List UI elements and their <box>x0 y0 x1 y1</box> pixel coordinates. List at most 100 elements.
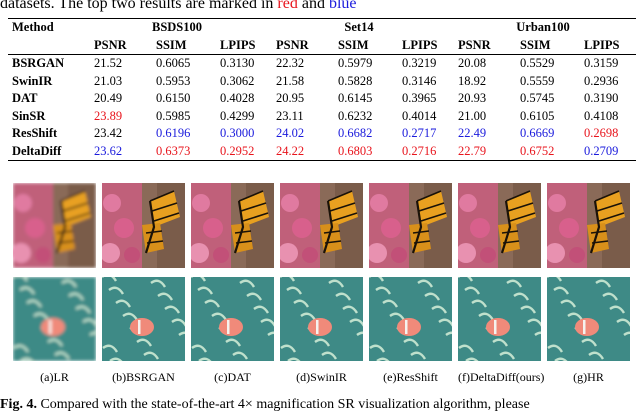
metric-header: LPIPS <box>402 37 438 52</box>
butterfly-image <box>102 183 185 268</box>
value-cell: 0.6752 <box>520 143 555 158</box>
figure-label: (b)BSRGAN <box>112 370 175 384</box>
butterfly-row <box>13 183 637 268</box>
clownfish-image <box>191 277 274 361</box>
value-cell: 0.2717 <box>402 126 437 141</box>
method-cell: DAT <box>12 91 38 106</box>
clownfish-image <box>369 277 452 361</box>
method-header: Method <box>12 20 54 35</box>
caption-top-mid: and <box>297 0 329 12</box>
butterfly-image <box>191 183 274 268</box>
value-cell: 0.2709 <box>584 143 619 158</box>
value-cell: 0.5953 <box>156 73 191 88</box>
value-cell: 0.3219 <box>402 56 437 71</box>
value-cell: 0.2716 <box>402 143 437 158</box>
caption-bottom-text: Compared with the state-of-the-art 4× ma… <box>36 398 530 412</box>
figure-labels: (a)LR (b)BSRGAN (c)DAT (d)SwinIR (e)ResS… <box>13 370 637 385</box>
value-cell: 0.6373 <box>156 143 191 158</box>
method-cell: BSRGAN <box>12 56 65 71</box>
value-cell: 22.32 <box>276 56 305 71</box>
value-cell: 21.00 <box>458 108 487 123</box>
table-group-header: Method BSDS100 Set14 Urban100 <box>8 18 636 37</box>
value-cell: 0.6682 <box>338 126 373 141</box>
value-cell: 0.5985 <box>156 108 191 123</box>
group-set14: Set14 <box>344 20 374 35</box>
value-cell: 22.79 <box>458 143 487 158</box>
value-cell: 0.4028 <box>220 91 255 106</box>
value-cell: 0.3965 <box>402 91 437 106</box>
value-cell: 20.08 <box>458 56 487 71</box>
value-cell: 20.49 <box>94 91 123 106</box>
value-cell: 20.93 <box>458 91 487 106</box>
value-cell: 0.5745 <box>520 91 555 106</box>
value-cell: 0.6150 <box>156 91 191 106</box>
butterfly-image <box>369 183 452 268</box>
value-cell: 0.6105 <box>520 108 555 123</box>
value-cell: 0.5979 <box>338 56 373 71</box>
value-cell: 0.6669 <box>520 126 555 141</box>
metric-header: LPIPS <box>220 37 256 52</box>
value-cell: 23.89 <box>94 108 123 123</box>
results-table: Method BSDS100 Set14 Urban100 PSNR SSIM … <box>8 18 636 161</box>
value-cell: 0.6065 <box>156 56 191 71</box>
table-row: ResShift 23.42 0.6196 0.3000 24.02 0.6682 0.27… <box>8 125 636 143</box>
value-cell: 0.6196 <box>156 126 191 141</box>
caption-bottom: Fig. 4. Compared with the state-of-the-a… <box>0 398 640 412</box>
value-cell: 0.4108 <box>584 108 619 123</box>
clownfish-image <box>280 277 363 361</box>
group-bsds100: BSDS100 <box>151 20 203 35</box>
clownfish-image <box>102 277 185 361</box>
value-cell: 0.3062 <box>220 73 255 88</box>
value-cell: 0.3130 <box>220 56 255 71</box>
caption-top-red-word: red <box>277 0 298 12</box>
table-row: SinSR 23.89 0.5985 0.4299 23.11 0.6232 0.4014 2… <box>8 108 636 126</box>
method-cell: SinSR <box>12 108 46 123</box>
metric-header: PSNR <box>276 37 309 52</box>
value-cell: 0.2936 <box>584 73 619 88</box>
value-cell: 0.6232 <box>338 108 373 123</box>
metric-header: SSIM <box>338 37 369 52</box>
value-cell: 23.11 <box>276 108 304 123</box>
table-metric-header: PSNR SSIM LPIPS PSNR SSIM LPIPS PSNR SSI… <box>8 37 636 55</box>
butterfly-image <box>280 183 363 268</box>
method-cell: DeltaDiff <box>12 143 62 158</box>
value-cell: 0.6803 <box>338 143 373 158</box>
butterfly-image <box>13 183 96 268</box>
value-cell: 0.3190 <box>584 91 619 106</box>
value-cell: 0.4014 <box>402 108 437 123</box>
value-cell: 23.42 <box>94 126 123 141</box>
value-cell: 0.3146 <box>402 73 437 88</box>
metric-header: LPIPS <box>584 37 620 52</box>
caption-top: datasets. The top two results are marked… <box>0 0 640 14</box>
method-cell: SwinIR <box>12 73 53 88</box>
clownfish-row <box>13 277 637 361</box>
clownfish-image <box>547 277 630 361</box>
butterfly-image <box>458 183 541 268</box>
clownfish-image <box>13 277 96 361</box>
value-cell: 23.62 <box>94 143 123 158</box>
value-cell: 21.58 <box>276 73 305 88</box>
group-urban100: Urban100 <box>516 20 570 35</box>
caption-top-blue-word: blue <box>328 0 357 12</box>
figure-label: (e)ResShift <box>383 370 438 384</box>
metric-header: PSNR <box>458 37 491 52</box>
method-cell: ResShift <box>12 126 58 141</box>
table-row: DAT 20.49 0.6150 0.4028 20.95 0.6145 0.3965 20.… <box>8 90 636 108</box>
figure-number: Fig. 4. <box>0 398 37 412</box>
table-body: BSRGAN 21.52 0.6065 0.3130 22.32 0.5979 0.3219… <box>8 54 636 161</box>
value-cell: 21.03 <box>94 73 123 88</box>
metric-header: PSNR <box>94 37 127 52</box>
caption-top-text: datasets. The top two results are marked… <box>0 0 278 12</box>
table-row: BSRGAN 21.52 0.6065 0.3130 22.32 0.5979 0.3219… <box>8 54 636 73</box>
metric-header: SSIM <box>520 37 551 52</box>
metric-header: SSIM <box>156 37 187 52</box>
value-cell: 18.92 <box>458 73 487 88</box>
value-cell: 0.5828 <box>338 73 373 88</box>
clownfish-image <box>458 277 541 361</box>
value-cell: 0.4299 <box>220 108 255 123</box>
figure-label: (c)DAT <box>214 370 251 384</box>
figure-label: (g)HR <box>573 370 604 384</box>
value-cell: 0.3159 <box>584 56 619 71</box>
value-cell: 20.95 <box>276 91 305 106</box>
figure-label: (f)DeltaDiff(ours) <box>458 370 545 384</box>
